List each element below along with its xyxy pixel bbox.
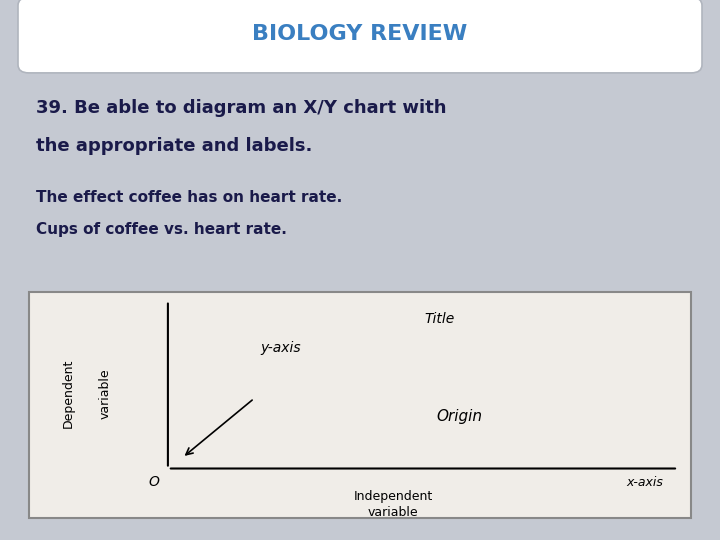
Text: BIOLOGY REVIEW: BIOLOGY REVIEW	[253, 24, 467, 44]
Text: Independent: Independent	[354, 490, 433, 503]
Text: Cups of coffee vs. heart rate.: Cups of coffee vs. heart rate.	[36, 222, 287, 237]
Text: the appropriate and labels.: the appropriate and labels.	[36, 137, 312, 155]
FancyBboxPatch shape	[18, 0, 702, 73]
Text: variable: variable	[99, 368, 112, 419]
Text: 39. Be able to diagram an X/Y chart with: 39. Be able to diagram an X/Y chart with	[36, 99, 446, 117]
Text: x-axis: x-axis	[626, 476, 663, 489]
FancyBboxPatch shape	[29, 292, 691, 518]
Text: variable: variable	[368, 506, 418, 519]
Text: y-axis: y-axis	[260, 341, 301, 355]
Text: The effect coffee has on heart rate.: The effect coffee has on heart rate.	[36, 190, 342, 205]
Text: Origin: Origin	[436, 409, 482, 424]
Text: Dependent: Dependent	[62, 359, 75, 428]
Text: O: O	[148, 475, 159, 489]
Text: Title: Title	[424, 312, 454, 326]
